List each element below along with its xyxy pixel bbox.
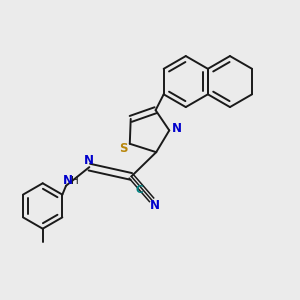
Text: N: N	[172, 122, 182, 135]
Text: N: N	[84, 154, 94, 167]
Text: S: S	[119, 142, 127, 155]
Text: N: N	[63, 174, 73, 187]
Text: C: C	[135, 185, 143, 195]
Text: H: H	[71, 176, 79, 186]
Text: N: N	[150, 199, 160, 212]
